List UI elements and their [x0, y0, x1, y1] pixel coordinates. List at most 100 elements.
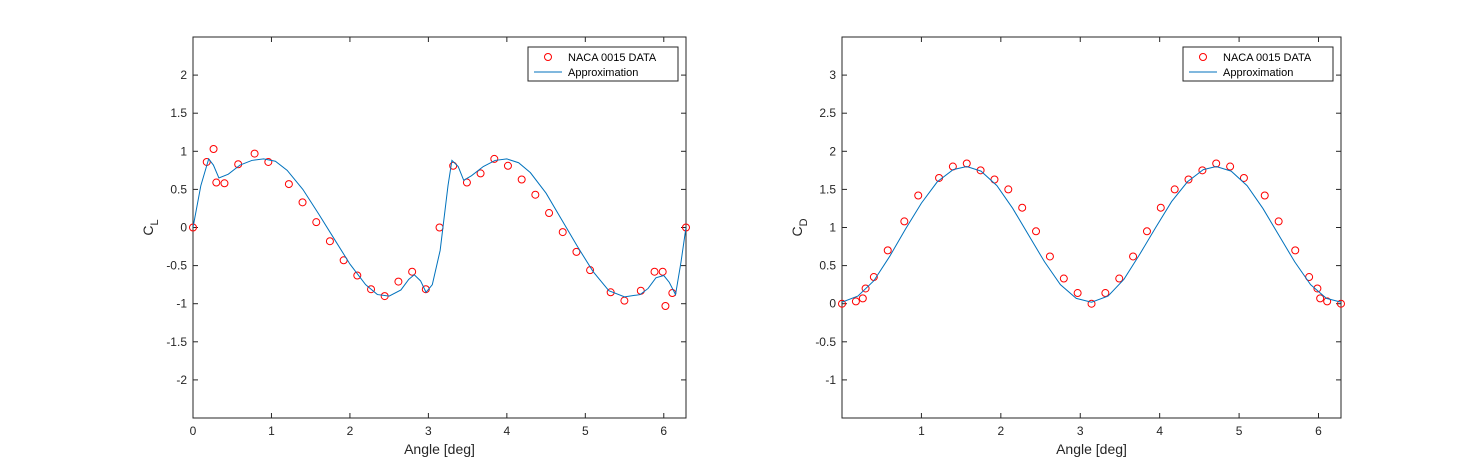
y-axis-label: CL: [140, 219, 161, 235]
data-point: [298, 198, 307, 207]
y-tick-label: -0.5: [166, 259, 187, 273]
y-tick-label: 0.5: [170, 182, 187, 196]
data-point: [476, 169, 485, 178]
data-point: [658, 267, 667, 276]
y-tick-label: -1: [176, 297, 187, 311]
data-point: [189, 223, 197, 232]
data-point: [1316, 294, 1325, 303]
data-point: [353, 271, 362, 280]
y-tick-label: -1.5: [166, 335, 187, 349]
legend-label: Approximation: [1223, 67, 1293, 79]
data-point: [1336, 299, 1345, 308]
y-tick-label: 2: [829, 144, 836, 158]
data-point: [1087, 299, 1096, 308]
data-point: [1184, 175, 1193, 184]
data-point: [1323, 297, 1332, 306]
data-point: [1313, 284, 1322, 293]
x-axis-label: Angle [deg]: [1056, 441, 1127, 457]
data-point: [394, 277, 403, 286]
plot-area: [841, 36, 1342, 419]
approximation-line: [842, 166, 1341, 303]
data-point: [1198, 166, 1207, 175]
y-tick-label: 1: [180, 144, 187, 158]
data-point: [650, 267, 659, 276]
y-tick-label: -1: [825, 373, 836, 387]
data-point: [312, 218, 321, 227]
data-point: [1142, 227, 1151, 236]
y-tick-label: 0.5: [819, 259, 836, 273]
data-point: [1170, 185, 1179, 194]
y-tick-label: 1.5: [819, 182, 836, 196]
legend-label: NACA 0015 DATA: [1223, 52, 1312, 64]
data-point: [661, 301, 670, 310]
y-tick-label: 1.5: [170, 106, 187, 120]
data-point: [284, 180, 293, 189]
legend-label: NACA 0015 DATA: [568, 52, 657, 64]
data-point: [531, 190, 540, 199]
data-point: [858, 294, 867, 303]
legend-marker: [1199, 53, 1207, 61]
data-point: [1004, 185, 1013, 194]
x-tick-label: 5: [1236, 424, 1243, 438]
y-tick-label: 0: [180, 221, 187, 235]
data-point: [900, 217, 909, 226]
data-point: [325, 237, 334, 246]
legend: NACA 0015 DATA Approximation: [1182, 46, 1334, 82]
data-point: [1018, 203, 1027, 212]
data-point: [367, 285, 376, 294]
data-point: [1274, 217, 1283, 226]
data-point: [1239, 173, 1248, 182]
x-tick-label: 0: [190, 424, 197, 438]
data-point: [264, 157, 273, 166]
data-point: [1115, 274, 1124, 283]
data-point: [1260, 191, 1269, 200]
data-point: [1226, 162, 1235, 171]
approximation-line: [193, 157, 686, 298]
data-point: [1059, 274, 1068, 283]
data-point: [490, 154, 499, 163]
x-tick-label: 6: [1315, 424, 1322, 438]
plot-area: [192, 36, 687, 419]
data-point: [1129, 252, 1138, 261]
legend: NACA 0015 DATA Approximation: [527, 46, 679, 82]
data-point: [851, 297, 860, 306]
x-axis-label: Angle [deg]: [404, 441, 475, 457]
data-point: [220, 179, 229, 188]
x-tick-label: 4: [504, 424, 511, 438]
data-point: [861, 284, 870, 293]
data-point: [517, 175, 526, 184]
x-tick-label: 5: [582, 424, 589, 438]
x-tick-label: 6: [660, 424, 667, 438]
x-tick-label: 2: [997, 424, 1004, 438]
data-point: [572, 247, 581, 256]
data-point: [1073, 289, 1082, 298]
data-point: [545, 209, 554, 218]
data-point: [1101, 289, 1110, 298]
data-point: [503, 161, 512, 170]
chart-2: 1 2 3 4 5 6 -1 -0.5 0 0.5 1 1.5 2 2.5 3 Angle [deg] CD NA…: [789, 36, 1345, 457]
data-point: [1291, 246, 1300, 255]
data-point: [1045, 252, 1054, 261]
legend-marker: [544, 53, 552, 61]
data-point: [838, 299, 846, 308]
legend-label: Approximation: [568, 67, 638, 79]
y-tick-label: 2: [180, 68, 187, 82]
data-point: [212, 178, 221, 187]
x-tick-label: 2: [347, 424, 354, 438]
legend-box: [1182, 46, 1334, 82]
legend-box: [527, 46, 679, 82]
data-point: [681, 223, 690, 232]
data-point: [209, 145, 218, 154]
data-point: [408, 267, 417, 276]
y-tick-label: -2: [176, 373, 187, 387]
x-tick-label: 1: [918, 424, 925, 438]
data-point: [883, 246, 892, 255]
y-tick-label: -0.5: [815, 335, 836, 349]
y-axis-label: CD: [789, 218, 810, 236]
x-tick-label: 3: [1077, 424, 1084, 438]
data-point: [558, 228, 567, 237]
data-point: [1032, 227, 1041, 236]
y-tick-label: 1: [829, 221, 836, 235]
data-point: [462, 178, 471, 187]
